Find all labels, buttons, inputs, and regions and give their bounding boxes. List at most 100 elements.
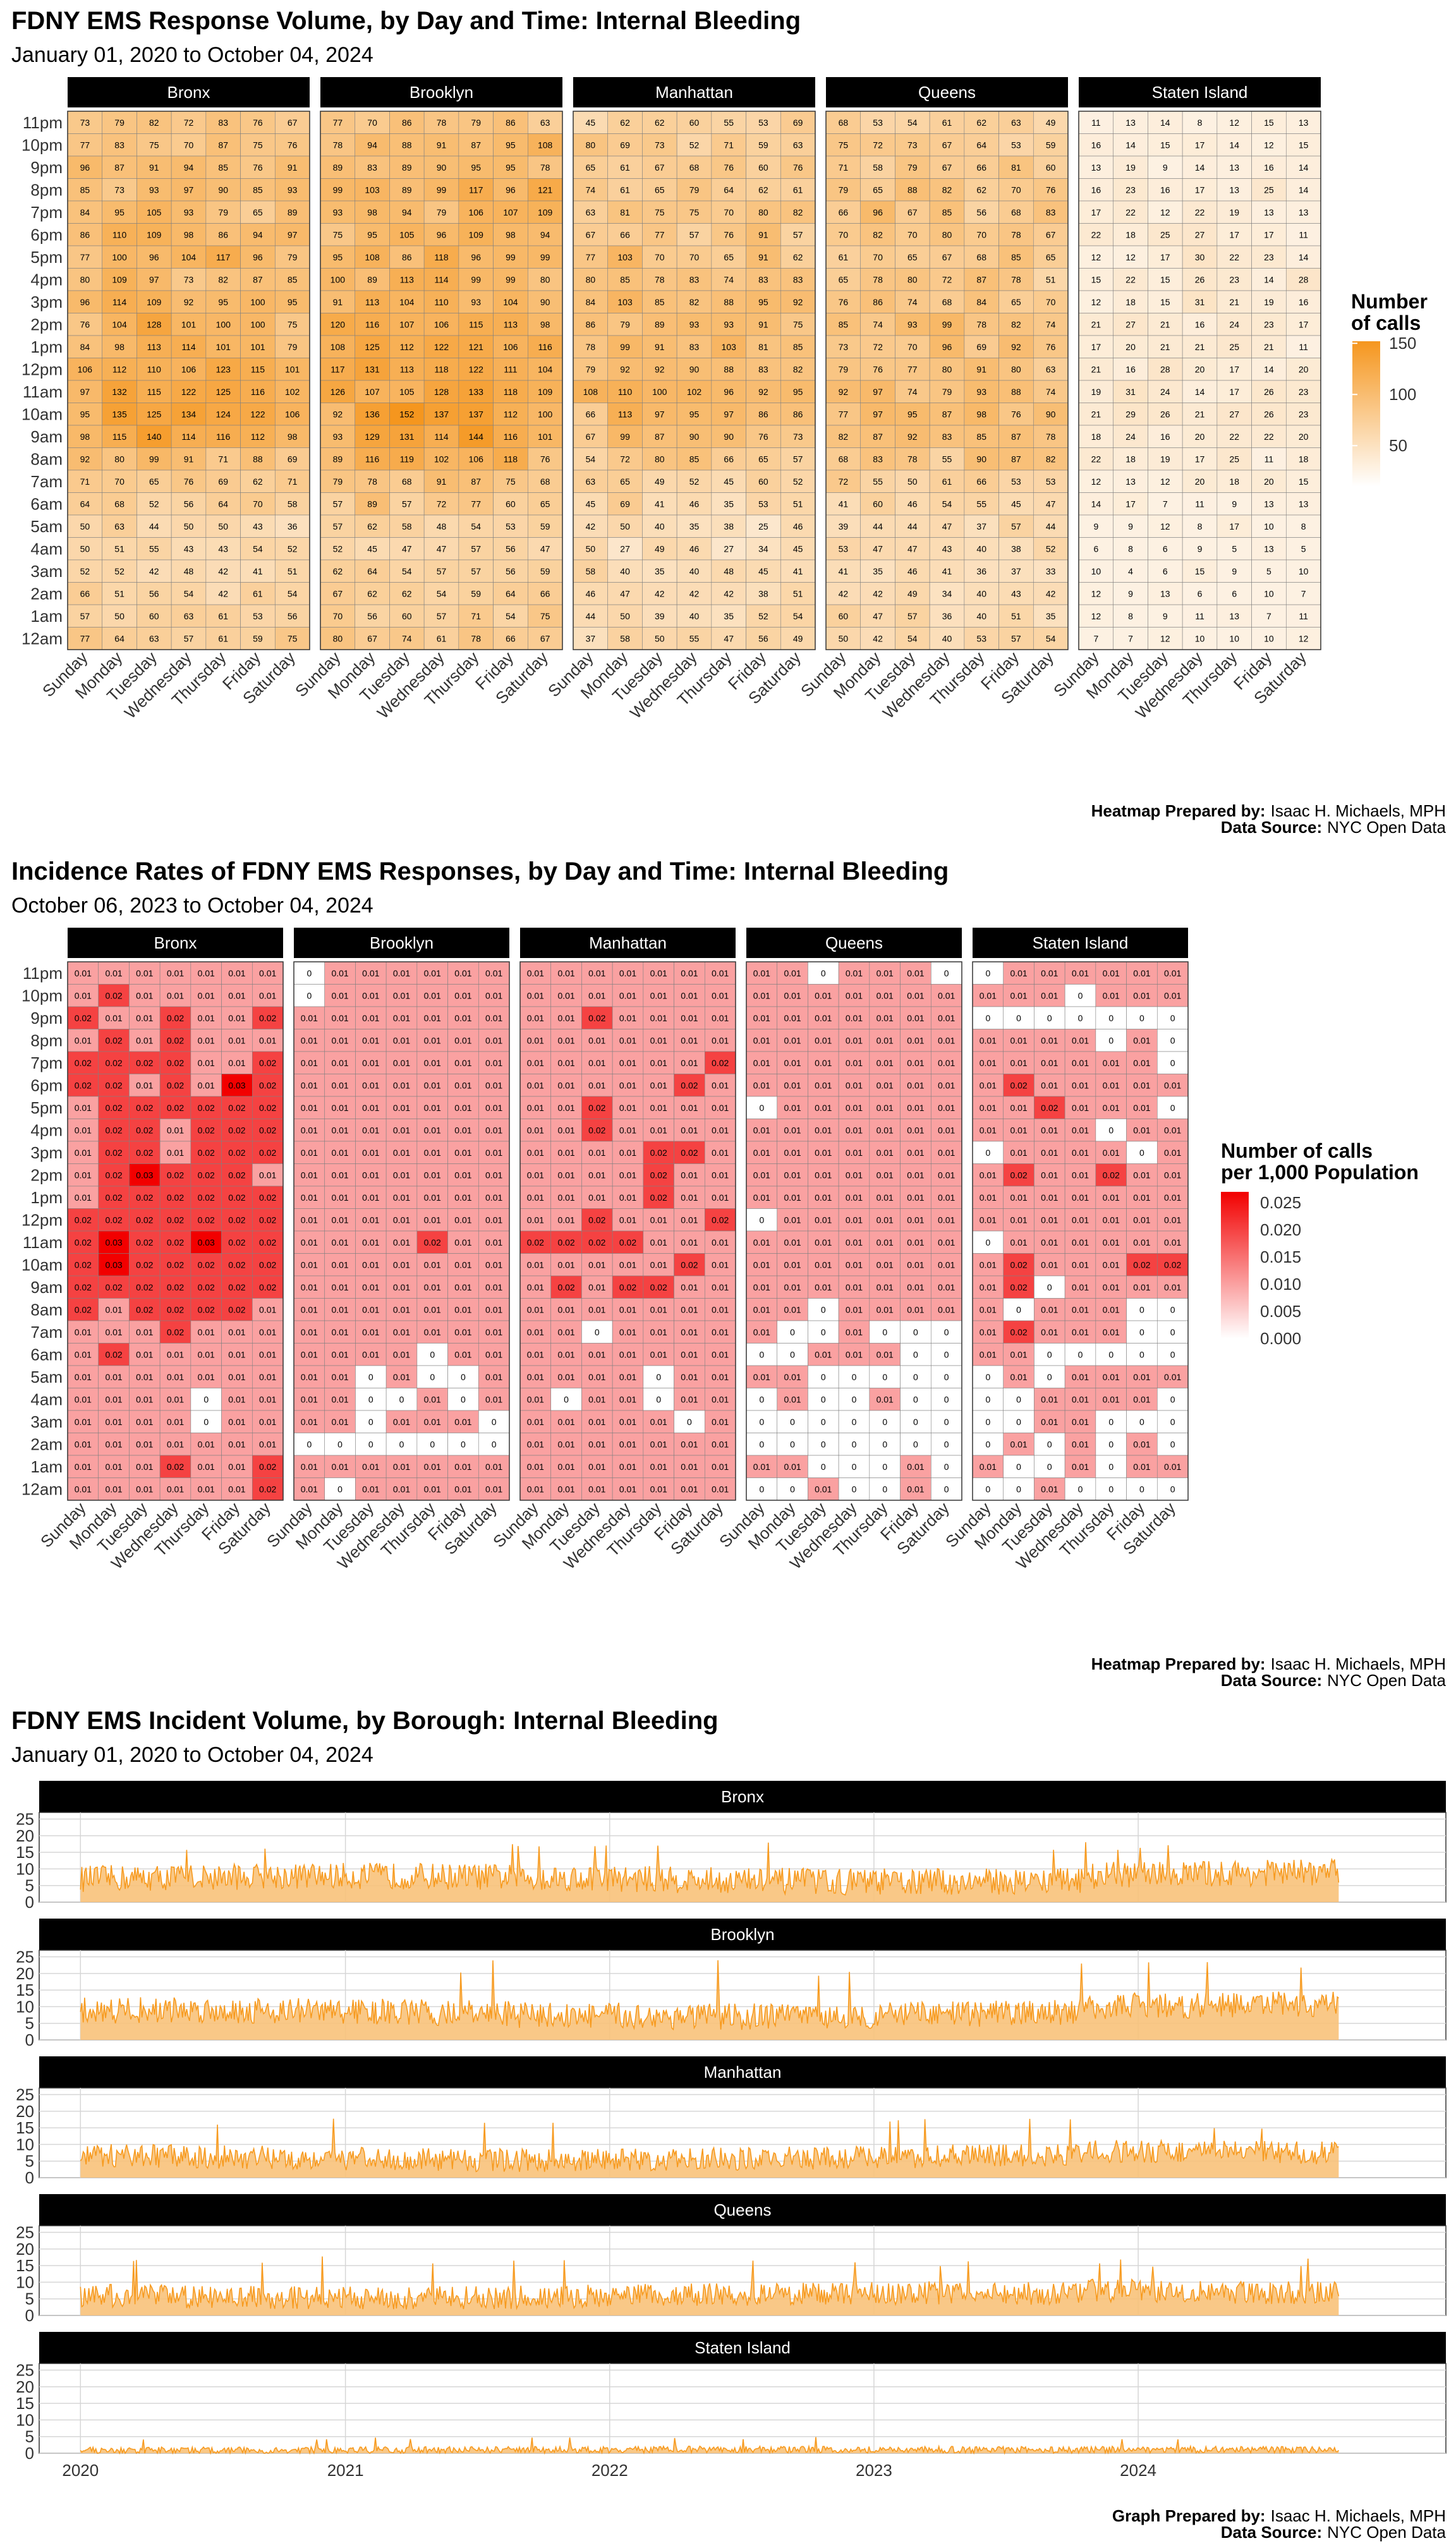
heatmap1-cell-label: 100 bbox=[652, 387, 667, 397]
heatmap2-cell-label: 0.01 bbox=[877, 1215, 894, 1225]
heatmap2-cell-label: 0.01 bbox=[938, 1035, 955, 1045]
heatmap2-cell-label: 0.02 bbox=[167, 1237, 184, 1247]
heatmap1-cell bbox=[423, 268, 459, 291]
heatmap2-cell-label: 0.01 bbox=[784, 1192, 801, 1203]
heatmap2-cell-label: 0.02 bbox=[136, 1237, 153, 1247]
heatmap1-cell bbox=[320, 582, 356, 605]
heatmap1-cell-label: 41 bbox=[655, 499, 665, 509]
heatmap2-cell-label: 0.02 bbox=[105, 1192, 122, 1203]
heatmap1-cell bbox=[102, 492, 137, 516]
heatmap2-cell-label: 0.01 bbox=[424, 1259, 441, 1270]
heatmap1-cell-label: 60 bbox=[758, 162, 768, 173]
heatmap2-cell-label: 0.01 bbox=[588, 1417, 605, 1427]
heatmap1-cell-label: 23 bbox=[1299, 387, 1309, 397]
heatmap1-cell bbox=[136, 447, 172, 471]
heatmap2-cell-label: 0 bbox=[1047, 1439, 1052, 1449]
heatmap1-cell bbox=[493, 155, 528, 179]
timeseries-y-tick-label: 10 bbox=[16, 1859, 34, 1878]
heatmap2-cell-label: 0.02 bbox=[1103, 1170, 1120, 1180]
heatmap1-cell-label: 109 bbox=[112, 274, 127, 284]
heatmap1-cell bbox=[389, 425, 425, 448]
heatmap2-cell-label: 0.01 bbox=[75, 1170, 92, 1180]
heatmap2-y-tick-label: 6pm bbox=[30, 1076, 63, 1095]
heatmap2-cell-label: 0.01 bbox=[259, 1327, 276, 1337]
heatmap1-cell bbox=[607, 155, 643, 179]
heatmap2-cell-label: 0.01 bbox=[1103, 1192, 1120, 1203]
heatmap1-cell bbox=[171, 447, 207, 471]
timeseries-y-tick-label: 25 bbox=[16, 2085, 34, 2104]
heatmap2-cell-label: 0.01 bbox=[712, 1439, 729, 1449]
heatmap2-cell-label: 0.01 bbox=[331, 1462, 348, 1472]
heatmap2-cell-label: 0.01 bbox=[980, 1035, 997, 1045]
heatmap1-cell bbox=[746, 582, 781, 605]
heatmap2-cell-label: 0.01 bbox=[1072, 1058, 1089, 1068]
heatmap2-cell-label: 0 bbox=[821, 1327, 826, 1337]
legend2-tick-label: 0.015 bbox=[1260, 1247, 1301, 1266]
heatmap2-cell-label: 0.01 bbox=[681, 1439, 698, 1449]
heatmap2-cell-label: 0.01 bbox=[712, 1148, 729, 1158]
heatmap1-cell-label: 12 bbox=[1229, 118, 1239, 128]
heatmap1-cell-label: 76 bbox=[253, 162, 263, 173]
heatmap1-cell bbox=[355, 514, 390, 538]
heatmap1-cell-label: 102 bbox=[434, 454, 449, 464]
heatmap1-cell-label: 53 bbox=[873, 118, 883, 128]
heatmap1-cell-label: 13 bbox=[1125, 118, 1136, 128]
heatmap1-cell-label: 75 bbox=[333, 229, 343, 240]
heatmap1-cell-label: 103 bbox=[617, 252, 633, 262]
heatmap1-cell bbox=[102, 155, 137, 179]
heatmap1-cell bbox=[607, 178, 643, 202]
heatmap2-cell-label: 0.01 bbox=[485, 1259, 502, 1270]
heatmap1-cell-label: 14 bbox=[1091, 499, 1101, 509]
heatmap1-cell-label: 80 bbox=[80, 274, 90, 284]
heatmap2-y-tick-label: 11pm bbox=[23, 964, 63, 983]
heatmap1-cell-label: 76 bbox=[80, 319, 90, 329]
heatmap1-panel-border bbox=[320, 111, 563, 650]
timeseries-caption: Graph Prepared by: Isaac H. Michaels, MPH… bbox=[1112, 2506, 1447, 2542]
heatmap1-cell-label: 67 bbox=[942, 162, 952, 173]
heatmap1-cell-label: 61 bbox=[253, 588, 263, 598]
heatmap2-cell-label: 0 bbox=[306, 1439, 312, 1449]
heatmap2-cell-label: 0.01 bbox=[1103, 1327, 1120, 1337]
heatmap1-cell bbox=[320, 514, 356, 538]
heatmap2-cell-label: 0.01 bbox=[393, 1013, 410, 1023]
heatmap1-cell-label: 82 bbox=[149, 118, 159, 128]
heatmap2-cell-label: 0 bbox=[1170, 1484, 1175, 1494]
heatmap1-cell-label: 12 bbox=[1091, 297, 1101, 307]
heatmap1-cell-label: 96 bbox=[873, 207, 883, 217]
heatmap2-cell-label: 0.01 bbox=[907, 1013, 924, 1023]
heatmap1-cell-label: 77 bbox=[655, 229, 665, 240]
heatmap1-cell-label: 40 bbox=[655, 521, 665, 531]
heatmap2-cell-label: 0.01 bbox=[1041, 1484, 1058, 1494]
heatmap2-y-tick-label: 4pm bbox=[30, 1120, 63, 1139]
heatmap1-cell-label: 50 bbox=[80, 543, 90, 554]
heatmap2-cell-label: 0.01 bbox=[393, 1349, 410, 1359]
heatmap1-cell-label: 17 bbox=[1299, 319, 1309, 329]
heatmap1-cell bbox=[780, 447, 816, 471]
heatmap2-cell-label: 0.01 bbox=[527, 1304, 544, 1314]
heatmap1-cell-label: 70 bbox=[333, 611, 343, 621]
heatmap1-cell-label: 95 bbox=[506, 162, 516, 173]
heatmap2-cell-label: 0.01 bbox=[588, 1148, 605, 1158]
heatmap2-cell-label: 0.01 bbox=[650, 1349, 667, 1359]
heatmap1-cell-label: 42 bbox=[873, 633, 883, 643]
heatmap1-cell bbox=[240, 425, 276, 448]
heatmap2-cell-label: 0.01 bbox=[619, 1192, 636, 1203]
heatmap1-cell bbox=[355, 155, 390, 179]
heatmap1-cell-label: 99 bbox=[333, 185, 343, 195]
heatmap2-cell-label: 0.01 bbox=[301, 1103, 318, 1113]
timeseries-y-tick-label: 10 bbox=[16, 2135, 34, 2154]
heatmap2-cell-label: 0.01 bbox=[907, 1215, 924, 1225]
heatmap1-cell bbox=[205, 604, 241, 628]
heatmap1-cell bbox=[240, 335, 276, 358]
heatmap2-y-tick-label: 9am bbox=[30, 1278, 63, 1297]
heatmap1-cell-label: 81 bbox=[620, 207, 630, 217]
heatmap1-cell-label: 89 bbox=[333, 454, 343, 464]
heatmap1-cell bbox=[320, 178, 356, 202]
heatmap1-cell-label: 93 bbox=[689, 319, 700, 329]
heatmap1-cell-label: 42 bbox=[218, 566, 228, 576]
heatmap1-cell-label: 26 bbox=[1264, 409, 1274, 419]
heatmap2-cell-label: 0.02 bbox=[105, 1148, 122, 1158]
heatmap1-cell-label: 99 bbox=[620, 342, 630, 352]
timeseries-y-tick-label: 15 bbox=[16, 2118, 34, 2137]
